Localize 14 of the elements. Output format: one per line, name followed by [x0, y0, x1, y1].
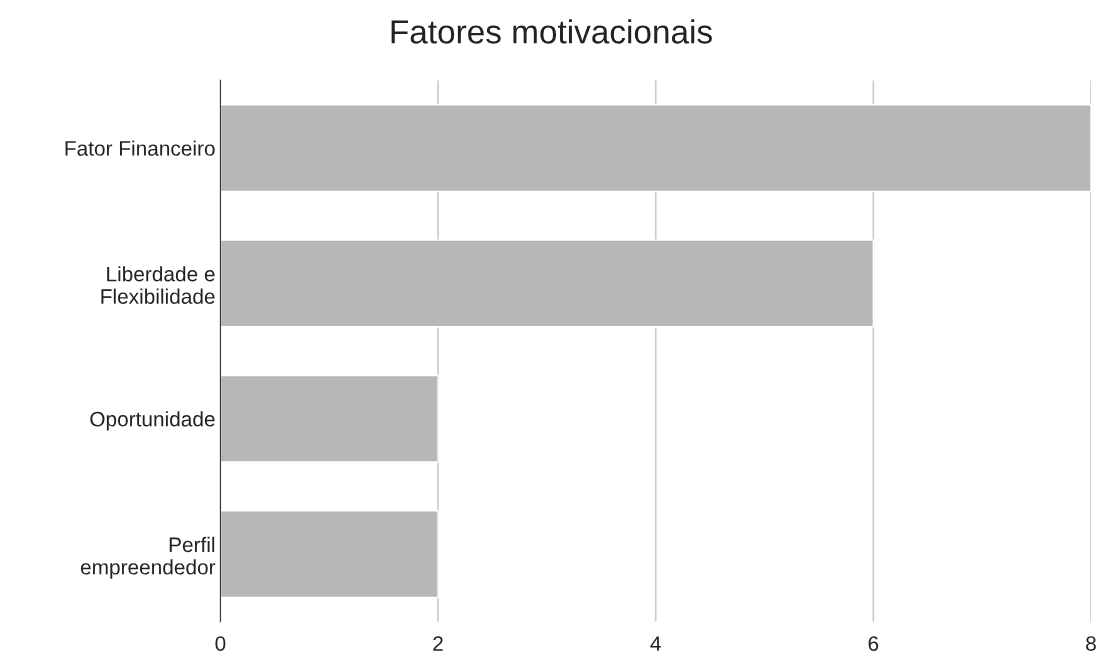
y-tick-label: Oportunidade: [90, 411, 215, 431]
y-tick-label: Fator Financeiro: [65, 140, 215, 156]
x-tick-label: 4: [650, 636, 661, 651]
chart-title: Fatores motivacionais: [391, 19, 712, 44]
x-tick-label: 6: [868, 636, 879, 651]
y-tick-label: Perfil empreendedor: [80, 536, 216, 579]
x-tick-label: 8: [1086, 636, 1096, 651]
bar: [220, 374, 439, 463]
bar: [220, 239, 875, 328]
bar: [220, 104, 1091, 193]
y-tick-label: Liberdade e Flexibilidade: [101, 266, 215, 304]
x-tick-label: 2: [433, 636, 443, 651]
x-tick-label: 0: [215, 636, 226, 651]
bar: [220, 510, 439, 599]
